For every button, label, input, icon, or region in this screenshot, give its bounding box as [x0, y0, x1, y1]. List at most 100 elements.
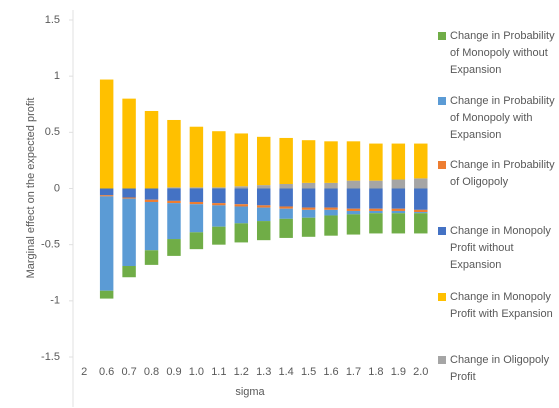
- bar-segment: [391, 210, 406, 214]
- x-tick-label: 2: [81, 366, 87, 378]
- bar-segment: [256, 188, 271, 206]
- legend-swatch: [438, 161, 446, 169]
- bar-segment: [279, 137, 293, 185]
- bar-segment: [301, 217, 316, 237]
- bar-segment: [99, 195, 114, 197]
- bar-segment: [369, 143, 383, 181]
- y-tick-label: -1.5: [41, 351, 60, 363]
- bar-segment: [301, 207, 316, 210]
- bar-segment: [144, 188, 159, 200]
- bar-segment: [414, 209, 428, 213]
- bar-segment: [346, 180, 361, 189]
- bar-segment: [391, 213, 406, 234]
- y-tick-label: 0: [54, 182, 60, 194]
- bar-segment: [234, 133, 249, 187]
- x-tick-label: 1.0: [189, 366, 204, 378]
- bar-segment: [234, 206, 249, 224]
- bar-segment: [391, 188, 406, 209]
- bar-segment: [189, 187, 204, 189]
- bar-segment: [346, 188, 361, 209]
- bar-segment: [369, 188, 383, 209]
- x-tick-label: 1.5: [301, 366, 316, 378]
- bar-segment: [324, 188, 338, 208]
- bar-segment: [391, 208, 406, 211]
- bar-segment: [369, 208, 383, 211]
- bar-segment: [144, 250, 159, 265]
- y-tick-label: -1: [50, 295, 60, 307]
- bar-segment: [122, 266, 136, 278]
- bar-segment: [414, 188, 428, 210]
- bar-segment: [279, 208, 293, 219]
- bar-segment: [324, 141, 338, 183]
- bar-segment: [324, 207, 338, 210]
- bar-segment: [301, 182, 316, 189]
- bar-segment: [167, 203, 181, 240]
- bar-segment: [212, 205, 226, 227]
- bar-segment: [212, 131, 226, 188]
- legend-swatch: [438, 97, 446, 105]
- bar-segment: [99, 79, 114, 189]
- bar-segment: [346, 210, 361, 215]
- bar-segment: [234, 223, 249, 243]
- bar-segment: [324, 182, 338, 189]
- legend-label: Change in Probability of Oligopoly: [450, 159, 555, 188]
- x-tick-label: 1.3: [256, 366, 271, 378]
- bar-segment: [212, 203, 226, 206]
- x-tick-label: 1.4: [279, 366, 294, 378]
- bar-segment: [189, 204, 204, 233]
- bar-segment: [234, 186, 249, 189]
- legend-label: Change in Oligopoly Profit: [450, 354, 550, 383]
- bar-segment: [324, 209, 338, 216]
- y-tick-label: 1.5: [45, 14, 60, 26]
- bar-segment: [189, 232, 204, 250]
- bar-segment: [301, 140, 316, 183]
- bar-segment: [144, 110, 159, 189]
- legend-swatch: [438, 32, 446, 40]
- bar-segment: [414, 212, 428, 214]
- bar-segment: [99, 196, 114, 291]
- bar-segment: [189, 188, 204, 202]
- x-tick-label: 1.6: [323, 366, 338, 378]
- bar-segment: [167, 119, 181, 188]
- legend-swatch: [438, 227, 446, 235]
- bar-segment: [122, 98, 136, 189]
- bar-segment: [256, 207, 271, 222]
- bar-segment: [391, 179, 406, 189]
- x-tick-label: 1.1: [211, 366, 226, 378]
- bar-segment: [167, 200, 181, 204]
- bar-segment: [144, 199, 159, 202]
- bar-segment: [346, 141, 361, 181]
- x-tick-label: 0.6: [99, 366, 114, 378]
- bar-segment: [167, 239, 181, 256]
- bar-segment: [324, 215, 338, 236]
- bar-segment: [301, 209, 316, 218]
- bar-segment: [369, 180, 383, 189]
- bar-segment: [301, 188, 316, 208]
- bar-segment: [256, 136, 271, 186]
- legend-swatch: [438, 356, 446, 364]
- legend-label: Change in Monopoly Profit without Expansio…: [450, 225, 551, 271]
- x-tick-label: 0.8: [144, 366, 159, 378]
- bar-segment: [167, 188, 181, 201]
- bar-segment: [189, 126, 204, 188]
- x-tick-label: 0.7: [121, 366, 136, 378]
- bar-segment: [414, 143, 428, 179]
- bar-segment: [279, 184, 293, 189]
- x-tick-label: 1.7: [346, 366, 361, 378]
- bar-segment: [99, 188, 114, 196]
- bar-segment: [256, 221, 271, 241]
- x-axis-label: sigma: [235, 386, 265, 398]
- bar-segment: [346, 214, 361, 235]
- x-tick-label: 2.0: [413, 366, 428, 378]
- bar-segment: [369, 210, 383, 214]
- bar-segment: [391, 143, 406, 180]
- y-axis-label: Marginal effect on the expected profit: [25, 98, 37, 279]
- bar-segment: [212, 187, 226, 189]
- bar-segment: [167, 187, 181, 189]
- x-tick-label: 0.9: [166, 366, 181, 378]
- legend-label: Change in Probability of Monopoly with Exp…: [450, 95, 555, 141]
- bar-segment: [189, 201, 204, 205]
- bar-segment: [369, 213, 383, 234]
- bar-segment: [256, 205, 271, 208]
